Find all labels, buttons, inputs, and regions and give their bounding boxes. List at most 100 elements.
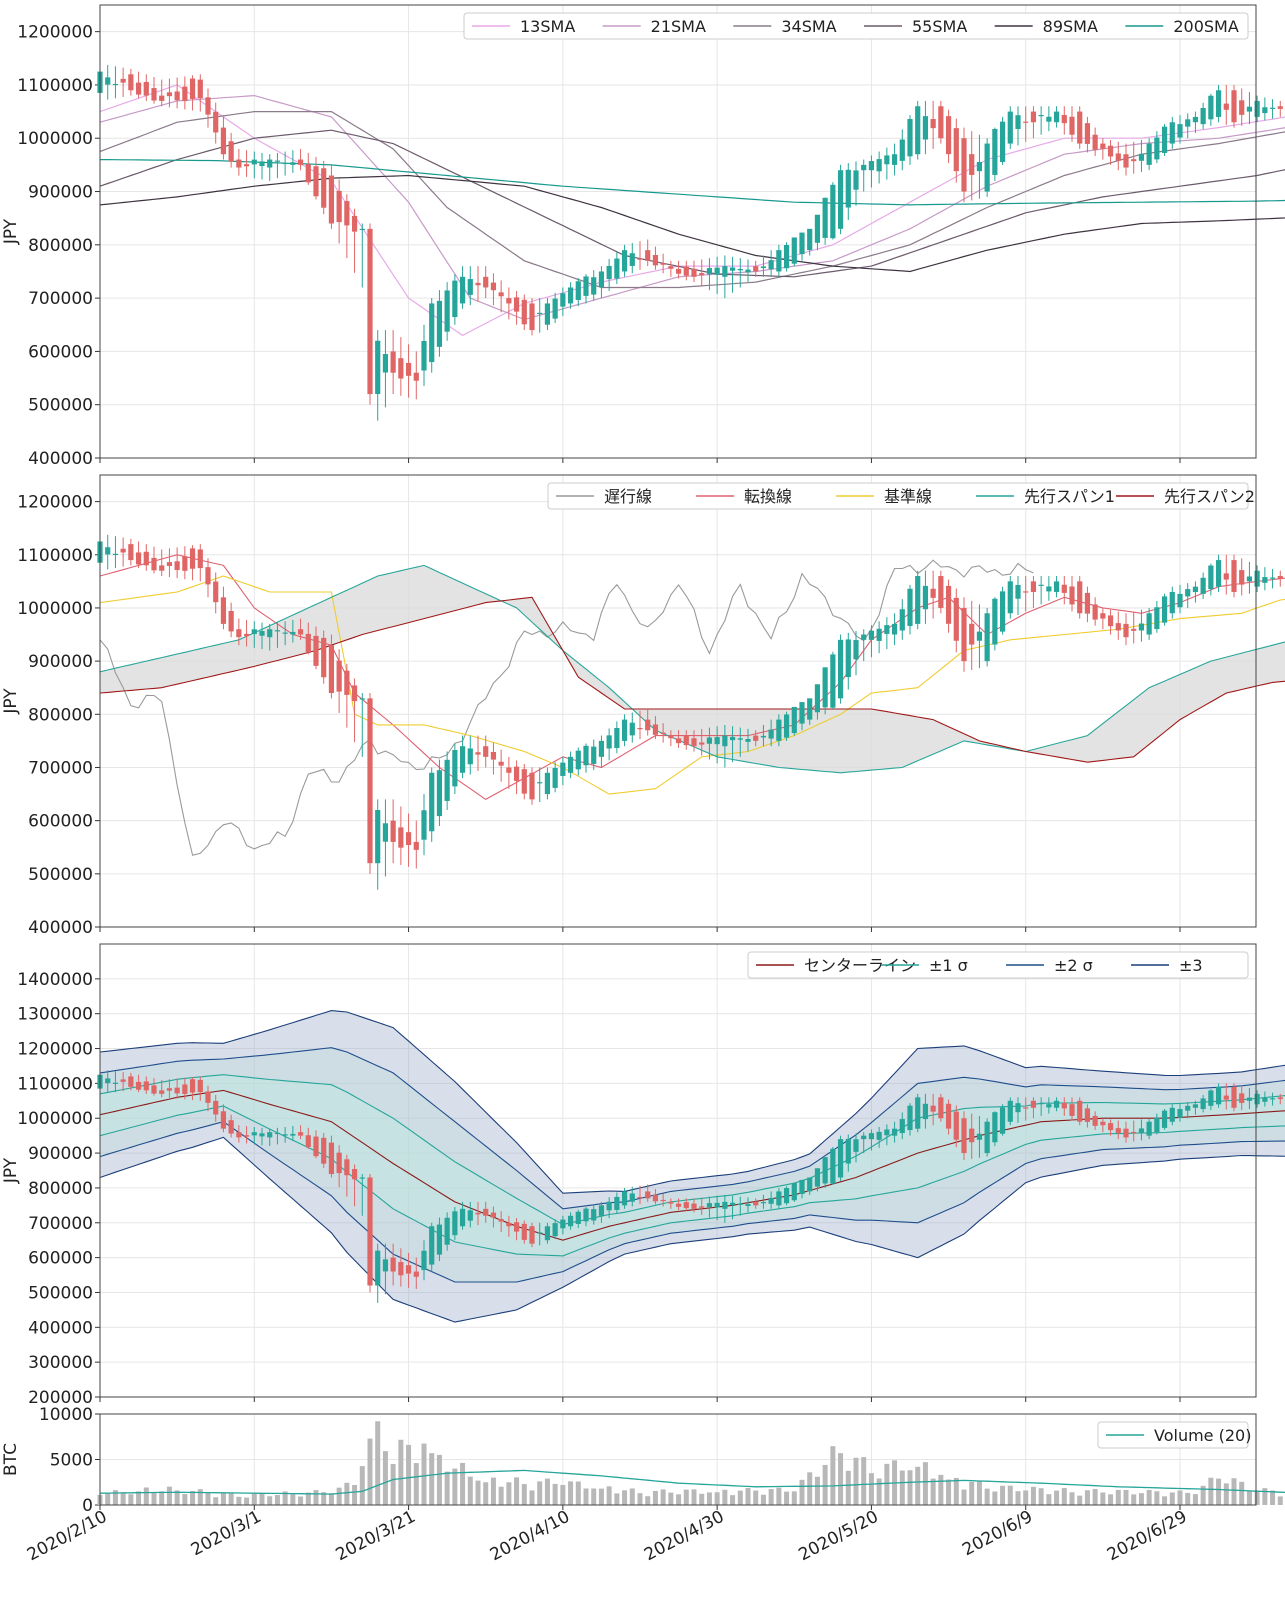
candle-body	[1123, 623, 1129, 638]
volume-bar	[1146, 1489, 1152, 1505]
candle-body	[498, 292, 504, 297]
volume-bar	[683, 1489, 689, 1505]
candle-body	[274, 630, 281, 632]
candle-body	[529, 772, 535, 800]
sma-line-21SMA	[99, 94, 1285, 321]
candle-body	[1092, 134, 1098, 150]
y-tick-label: 1000000	[17, 1109, 93, 1129]
candle-body	[837, 1139, 844, 1178]
candle-body	[891, 623, 898, 635]
candle-body	[375, 1250, 381, 1286]
candle-body	[614, 258, 620, 279]
volume-bar	[174, 1490, 180, 1505]
candle-body	[1269, 577, 1276, 579]
candle-body	[1154, 607, 1160, 630]
candle-body	[529, 1226, 535, 1244]
volume-bar	[799, 1479, 805, 1505]
candle-body	[907, 119, 913, 157]
volume-bar	[845, 1470, 851, 1505]
candle-body	[1200, 108, 1206, 125]
candle-body	[621, 250, 628, 272]
volume-bar	[791, 1491, 797, 1505]
volume-bar	[730, 1495, 736, 1505]
candle-body	[567, 1215, 574, 1227]
candle-body	[382, 823, 389, 842]
volume-bar	[984, 1488, 990, 1505]
candle-body	[992, 598, 998, 645]
volume-bar	[236, 1496, 242, 1505]
candle-body	[822, 197, 828, 238]
volume-bar	[413, 1463, 419, 1505]
candle-body	[999, 121, 1006, 162]
candle-body	[760, 735, 767, 738]
volume-bar	[706, 1492, 712, 1505]
candle-body	[591, 1209, 597, 1221]
volume-bar	[529, 1490, 535, 1505]
candle-body	[629, 722, 635, 736]
candle-body	[645, 1191, 651, 1199]
candle-body	[282, 632, 288, 634]
candle-body	[984, 1121, 990, 1154]
candle-body	[591, 746, 597, 764]
volume-bar	[976, 1481, 982, 1505]
candle-body	[390, 1257, 396, 1272]
candle-body	[722, 1201, 728, 1209]
candle-body	[243, 633, 250, 636]
candle-body	[1046, 1104, 1052, 1108]
volume-bar	[1246, 1491, 1252, 1505]
candle-body	[1177, 593, 1183, 608]
candle-body	[1077, 1100, 1083, 1122]
y-tick-label: 5000	[50, 1451, 93, 1471]
volume-bar	[807, 1472, 813, 1505]
legend-entry: ±2 σ	[1054, 956, 1093, 975]
candle-body	[845, 639, 851, 678]
candle-body	[1262, 577, 1268, 583]
candle-body	[459, 276, 466, 304]
y-axis-label: JPY	[1, 688, 21, 715]
volume-bar	[969, 1481, 975, 1505]
candle-body	[305, 633, 311, 652]
volume-bar	[1223, 1483, 1229, 1505]
candle-body	[1077, 581, 1083, 614]
candle-body	[1277, 1097, 1283, 1100]
candle-body	[637, 728, 643, 730]
candle-body	[1154, 1117, 1160, 1133]
candle-body	[1185, 119, 1191, 127]
legend-entry: 200SMA	[1173, 17, 1239, 36]
candle-body	[915, 576, 921, 624]
volume-bar	[429, 1453, 435, 1505]
bollinger-line	[99, 1105, 1285, 1257]
candle-body	[336, 190, 342, 223]
candle-body	[205, 1091, 211, 1103]
candle-body	[513, 766, 520, 781]
candle-body	[1223, 103, 1229, 110]
candle-body	[930, 588, 936, 598]
ichimoku-line-遅行線	[99, 559, 1034, 856]
candle-body	[807, 1177, 813, 1192]
volume-bar	[313, 1490, 319, 1505]
candle-body	[259, 631, 265, 636]
candle-body	[1061, 584, 1067, 593]
candle-body	[521, 1223, 527, 1240]
candle-body	[344, 670, 350, 695]
volume-bar	[1123, 1489, 1129, 1505]
candle-body	[313, 166, 319, 197]
candle-body	[645, 719, 651, 731]
candle-body	[552, 298, 558, 319]
candle-body	[513, 297, 520, 312]
candle-body	[907, 1105, 913, 1131]
candle-body	[876, 159, 882, 172]
candle-body	[552, 1223, 558, 1237]
candle-body	[321, 1137, 327, 1164]
candle-body	[1015, 584, 1021, 599]
volume-bar	[637, 1493, 643, 1505]
candle-body	[760, 266, 767, 269]
candle-body	[213, 111, 219, 133]
candle-body	[1023, 121, 1029, 123]
candle-body	[1131, 1131, 1137, 1134]
candle-body	[1177, 124, 1183, 138]
volume-bar	[691, 1489, 697, 1505]
candle-body	[629, 1193, 635, 1202]
volume-bar	[1169, 1492, 1175, 1505]
volume-bar	[398, 1439, 404, 1505]
